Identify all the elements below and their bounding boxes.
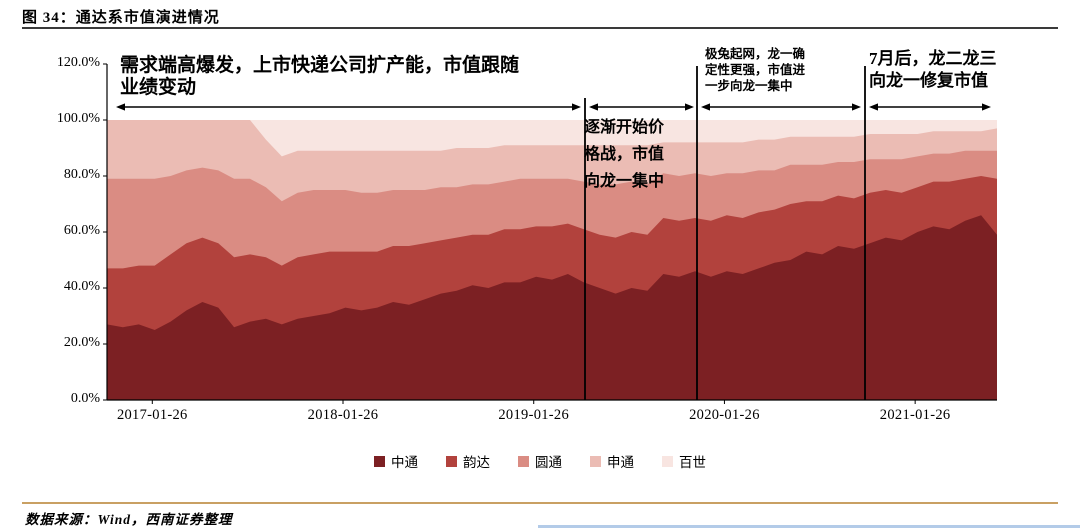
legend-label: 圆通 — [535, 455, 562, 470]
x-axis-tick-label: 2020-01-26 — [689, 407, 760, 423]
x-axis-tick-label: 2018-01-26 — [307, 407, 379, 423]
y-axis-tick-label: 0.0% — [70, 391, 100, 406]
y-axis-tick-label: 100.0% — [56, 111, 100, 126]
y-axis-tick-label: 80.0% — [63, 167, 100, 182]
legend-label: 百世 — [679, 455, 706, 470]
title-divider-line — [22, 27, 1058, 29]
legend-swatch-sto-icon — [590, 455, 601, 467]
legend-swatch-yto-icon — [518, 455, 529, 467]
legend-item-yunda: 韵达 — [446, 451, 490, 471]
data-source-note: 数据来源：Wind，西南证券整理 — [25, 512, 233, 527]
legend-item-best: 百世 — [662, 451, 706, 471]
x-axis-tick-label: 2019-01-26 — [498, 407, 570, 423]
legend-item-zto: 中通 — [374, 451, 418, 471]
y-axis-tick-label: 120.0% — [56, 55, 100, 70]
annotation-demand-expansion: 需求端高爆发，上市快递公司扩产能，市值跟随 业绩变动 — [120, 55, 520, 98]
legend-item-yto: 圆通 — [518, 451, 562, 471]
x-axis-tick-label: 2021-01-26 — [879, 407, 951, 423]
legend-label: 韵达 — [463, 455, 490, 470]
y-axis-tick-label: 60.0% — [63, 223, 100, 238]
annotation-post-july-recovery: 7月后，龙二龙三 向龙一修复市值 — [869, 49, 997, 90]
footer-divider-line — [22, 502, 1058, 504]
annotation-jt-express: 极兔起网，龙一确 定性更强，市值进 一步向龙一集中 — [705, 47, 806, 93]
legend-swatch-zto-icon — [374, 455, 385, 467]
page-edge-artifact — [538, 525, 1080, 528]
legend-swatch-yunda-icon — [446, 455, 457, 467]
y-axis-tick-label: 20.0% — [63, 335, 100, 350]
annotation-price-war: 逐渐开始价 格战，市值 向龙一集中 — [584, 119, 665, 190]
figure-title: 图 34：通达系市值演进情况 — [22, 10, 220, 26]
legend-swatch-best-icon — [662, 455, 673, 467]
y-axis-tick-label: 40.0% — [63, 279, 100, 294]
legend-label: 中通 — [391, 455, 418, 470]
chart-legend: 中通 韵达 圆通 申通 百世 — [0, 451, 1080, 471]
x-axis-tick-label: 2017-01-26 — [116, 407, 188, 423]
legend-item-sto: 申通 — [590, 451, 634, 471]
legend-label: 申通 — [607, 455, 634, 470]
